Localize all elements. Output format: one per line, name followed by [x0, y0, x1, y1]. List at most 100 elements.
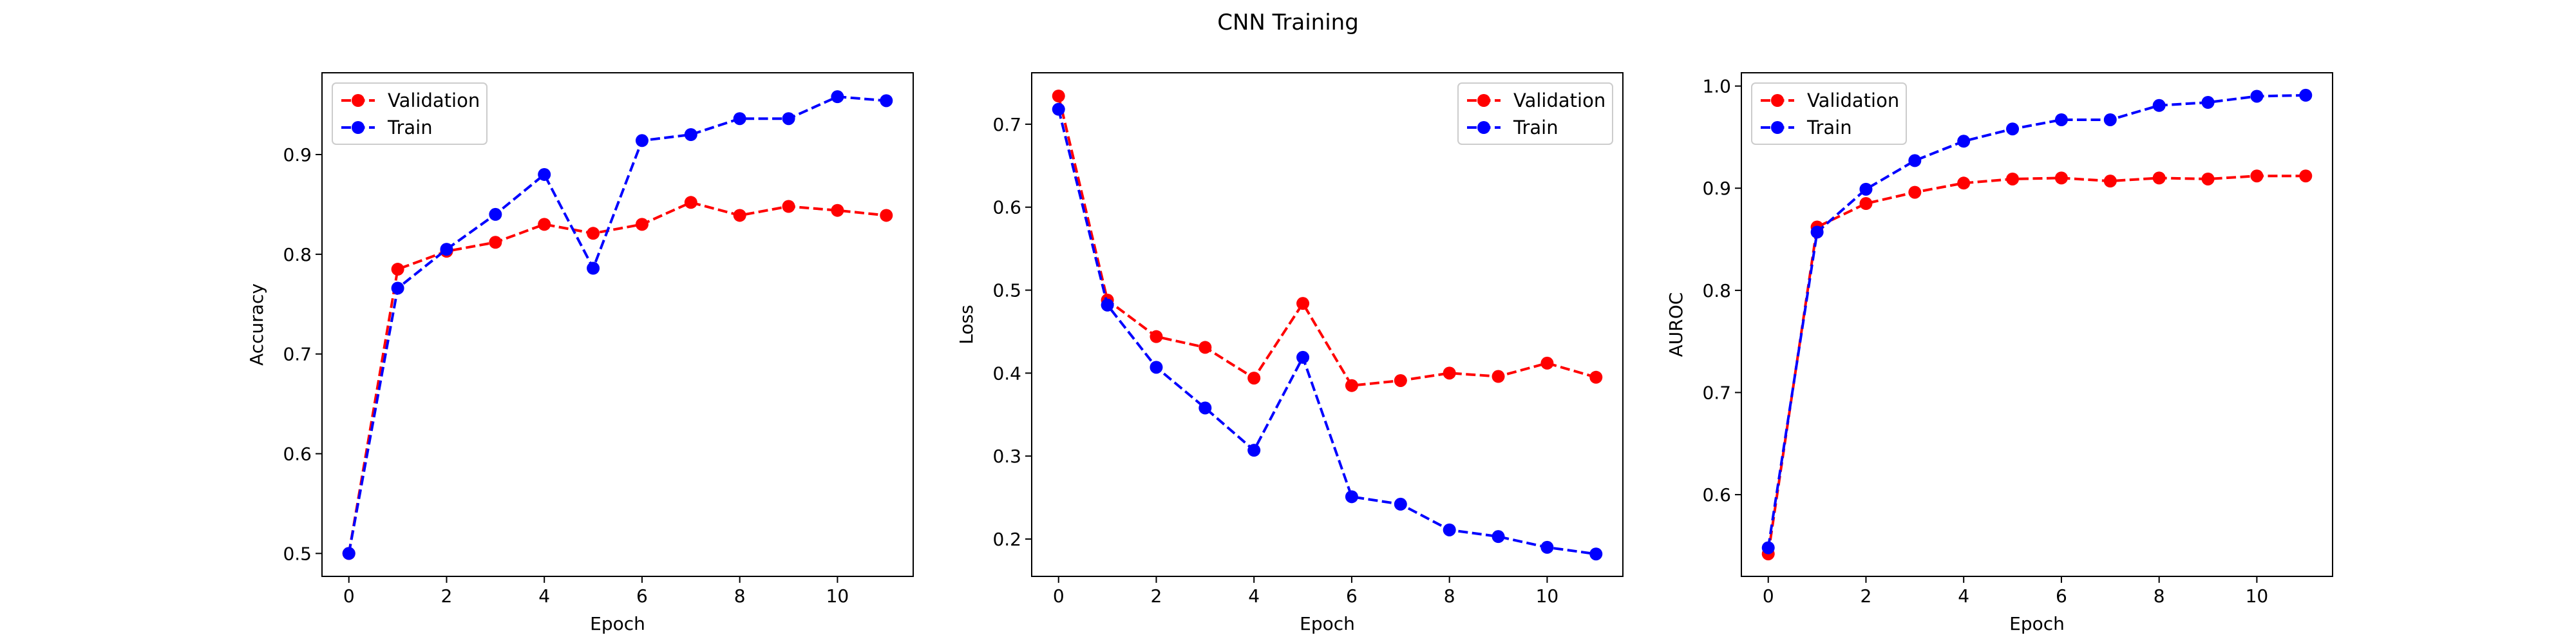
legend-marker [1771, 121, 1784, 134]
data-point [733, 209, 746, 222]
x-tick-label: 8 [1444, 585, 1455, 607]
legend-label: Train [1806, 117, 1852, 138]
x-axis-label: Epoch [590, 613, 645, 634]
y-axis-label: Accuracy [246, 283, 267, 366]
series-train [342, 90, 893, 560]
data-point [1296, 350, 1310, 364]
x-axis-label: Epoch [1300, 613, 1355, 634]
x-tick-label: 6 [1346, 585, 1358, 607]
y-tick-label: 0.5 [992, 280, 1021, 301]
axes-frame [321, 72, 914, 577]
y-tick-label: 0.3 [992, 446, 1021, 467]
y-axis-label: Loss [956, 305, 977, 344]
data-point [880, 209, 893, 222]
data-point [1052, 90, 1065, 103]
legend-label: Validation [388, 90, 480, 111]
axes-frame [1741, 72, 2333, 577]
legend: Validation Train [332, 82, 488, 145]
series-line [1766, 175, 2306, 554]
data-point [1492, 530, 1505, 544]
data-point [1198, 401, 1212, 415]
data-point [1589, 547, 1603, 561]
y-tick-label: 1.0 [1702, 76, 1731, 97]
data-point [684, 128, 697, 142]
legend-entry-validation: Validation [1761, 90, 1899, 111]
legend-label: Train [387, 117, 433, 138]
data-point [1150, 361, 1163, 374]
legend-label: Validation [1513, 90, 1605, 111]
data-point [1859, 182, 1873, 196]
legend-box [1457, 82, 1613, 145]
y-tick-label: 0.7 [992, 114, 1021, 135]
legend-marker [1477, 94, 1490, 107]
y-axis-label: AUROC [1665, 292, 1687, 357]
data-point [2054, 171, 2068, 185]
data-point [831, 90, 844, 104]
legend-marker [352, 94, 365, 107]
data-point [635, 218, 649, 231]
x-tick-label: 2 [1151, 585, 1162, 607]
data-point [1101, 298, 1114, 312]
series-train [1761, 88, 2313, 554]
data-point [538, 218, 551, 231]
data-point [2201, 96, 2215, 109]
legend: Validation Train [1751, 82, 1907, 145]
data-point [342, 547, 355, 560]
legend-entry-train: Train [1467, 117, 1558, 138]
legend-marker [1771, 94, 1784, 107]
data-point [1957, 176, 1971, 190]
series-validation [342, 196, 893, 560]
data-point [635, 134, 649, 147]
y-tick-label: 0.7 [1702, 382, 1731, 403]
series-line [1057, 109, 1596, 556]
y-tick-label: 0.2 [992, 529, 1021, 550]
data-point [1540, 356, 1554, 370]
legend-label: Train [1513, 117, 1558, 138]
x-tick-label: 0 [343, 585, 355, 607]
y-tick-label: 0.7 [283, 344, 312, 365]
data-point [2006, 122, 2020, 136]
data-point [1052, 102, 1065, 116]
data-point [1859, 197, 1873, 211]
y-tick-label: 0.9 [283, 144, 312, 166]
series-line [1057, 95, 1596, 387]
data-point [1443, 366, 1456, 380]
legend: Validation Train [1457, 82, 1613, 145]
x-tick-label: 4 [538, 585, 550, 607]
data-point [2152, 99, 2166, 112]
legend-box [1751, 82, 1907, 145]
data-point [1908, 185, 1922, 199]
legend-marker [1477, 121, 1490, 134]
data-point [587, 261, 600, 275]
legend-marker [352, 121, 365, 134]
data-point [1345, 379, 1358, 392]
x-tick-label: 6 [636, 585, 648, 607]
figure-title: CNN Training [1217, 10, 1359, 35]
y-tick-label: 0.9 [1702, 178, 1731, 199]
x-tick-label: 8 [734, 585, 746, 607]
y-tick-label: 0.6 [992, 197, 1021, 218]
x-tick-label: 10 [1536, 585, 1559, 607]
x-tick-label: 0 [1763, 585, 1774, 607]
data-point [1296, 297, 1310, 310]
data-point [1761, 541, 1775, 554]
data-point [1492, 370, 1505, 383]
series-line [347, 95, 887, 554]
data-point [880, 94, 893, 108]
data-point [2054, 113, 2068, 126]
data-point [1810, 225, 1824, 239]
x-tick-label: 2 [1861, 585, 1872, 607]
legend-label: Validation [1807, 90, 1899, 111]
y-tick-label: 0.5 [283, 543, 312, 564]
x-tick-label: 0 [1053, 585, 1065, 607]
data-point [2006, 172, 2020, 185]
data-point [1908, 154, 1922, 167]
x-tick-label: 8 [2154, 585, 2165, 607]
data-point [1150, 330, 1163, 343]
series-line [1766, 93, 2306, 548]
data-point [2250, 90, 2264, 103]
data-point [782, 112, 795, 126]
data-point [1394, 374, 1407, 387]
data-point [1443, 523, 1456, 536]
subplots: 0 2 4 6 8 10 0.5 0.6 0.7 0.8 0.9 Epoch Accuracy Valid… [246, 72, 2333, 634]
